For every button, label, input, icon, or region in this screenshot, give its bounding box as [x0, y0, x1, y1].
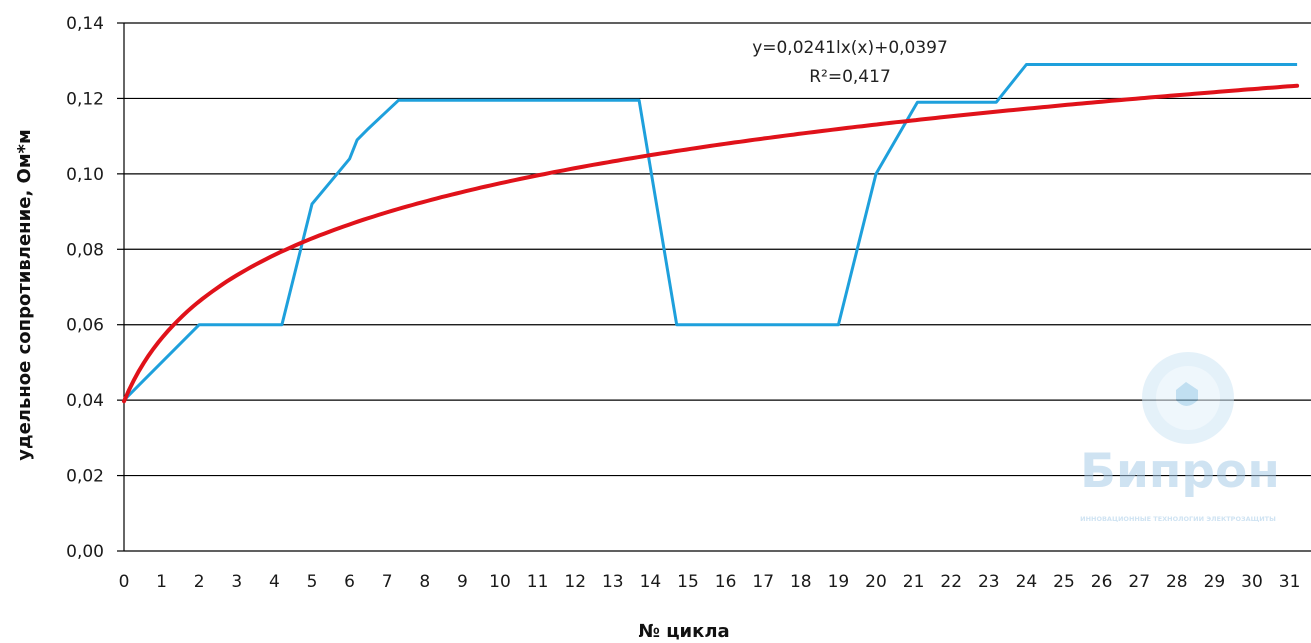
x-tick-label: 26 [1091, 572, 1113, 592]
x-tick-label: 22 [940, 572, 962, 592]
shield-icon [1176, 382, 1198, 406]
trendline-r-squared: R²=0,417 [809, 67, 891, 87]
y-tick-label: 0,12 [66, 89, 104, 109]
x-tick-label: 6 [344, 572, 355, 592]
trendline-red [122, 83, 1300, 404]
x-tick-label: 10 [489, 572, 511, 592]
y-tick-label: 0,08 [66, 240, 104, 260]
x-tick-label: 0 [119, 572, 130, 592]
x-tick-label: 30 [1241, 572, 1263, 592]
x-tick-label: 14 [640, 572, 662, 592]
x-tick-label: 5 [307, 572, 318, 592]
x-tick-labels: 0 1 2 3 4 5 6 7 8 9 10 11 12 13 14 15 16 17 18 19 20 21 22 23 24… [119, 572, 1301, 592]
series-line-blue [122, 63, 1298, 402]
x-tick-label: 18 [790, 572, 812, 592]
x-tick-label: 7 [382, 572, 393, 592]
x-tick-label: 19 [828, 572, 850, 592]
x-tick-label: 12 [564, 572, 586, 592]
x-tick-label: 24 [1016, 572, 1038, 592]
x-tick-label: 3 [231, 572, 242, 592]
x-axis-title: № цикла [638, 621, 729, 642]
x-tick-label: 13 [602, 572, 624, 592]
x-tick-label: 31 [1279, 572, 1301, 592]
x-tick-label: 16 [715, 572, 737, 592]
x-tick-label: 1 [156, 572, 167, 592]
x-tick-label: 15 [677, 572, 699, 592]
x-tick-label: 9 [457, 572, 468, 592]
x-tick-label: 28 [1166, 572, 1188, 592]
watermark-brand: Бипрон [1080, 444, 1280, 499]
x-tick-label: 11 [527, 572, 549, 592]
x-tick-label: 8 [419, 572, 430, 592]
y-tick-label: 0,04 [66, 391, 104, 411]
x-tick-label: 29 [1204, 572, 1226, 592]
y-axis-title: удельное сопротивление, Ом*м [14, 129, 35, 460]
x-tick-label: 17 [752, 572, 774, 592]
x-tick-label: 25 [1053, 572, 1075, 592]
y-tick-labels: 0,00 0,02 0,04 0,06 0,08 0,10 0,12 0,14 [66, 14, 104, 562]
x-tick-label: 21 [903, 572, 925, 592]
x-tick-label: 4 [269, 572, 280, 592]
x-tick-label: 20 [865, 572, 887, 592]
x-tick-label: 27 [1128, 572, 1150, 592]
trendline-equation: y=0,0241lx(x)+0,0397 [752, 38, 948, 58]
y-tick-label: 0,00 [66, 542, 104, 562]
watermark-logo: Бипрон ИННОВАЦИОННЫЕ ТЕХНОЛОГИИ ЭЛЕКТРОЗ… [1080, 352, 1280, 523]
y-tick-label: 0,06 [66, 316, 104, 336]
y-tick-label: 0,14 [66, 14, 104, 34]
y-tick-label: 0,10 [66, 165, 104, 185]
axes [117, 22, 1311, 552]
y-tick-label: 0,02 [66, 467, 104, 487]
x-tick-label: 2 [194, 572, 205, 592]
x-tick-label: 23 [978, 572, 1000, 592]
watermark-tagline: ИННОВАЦИОННЫЕ ТЕХНОЛОГИИ ЭЛЕКТРОЗАЩИТЫ [1080, 515, 1276, 523]
